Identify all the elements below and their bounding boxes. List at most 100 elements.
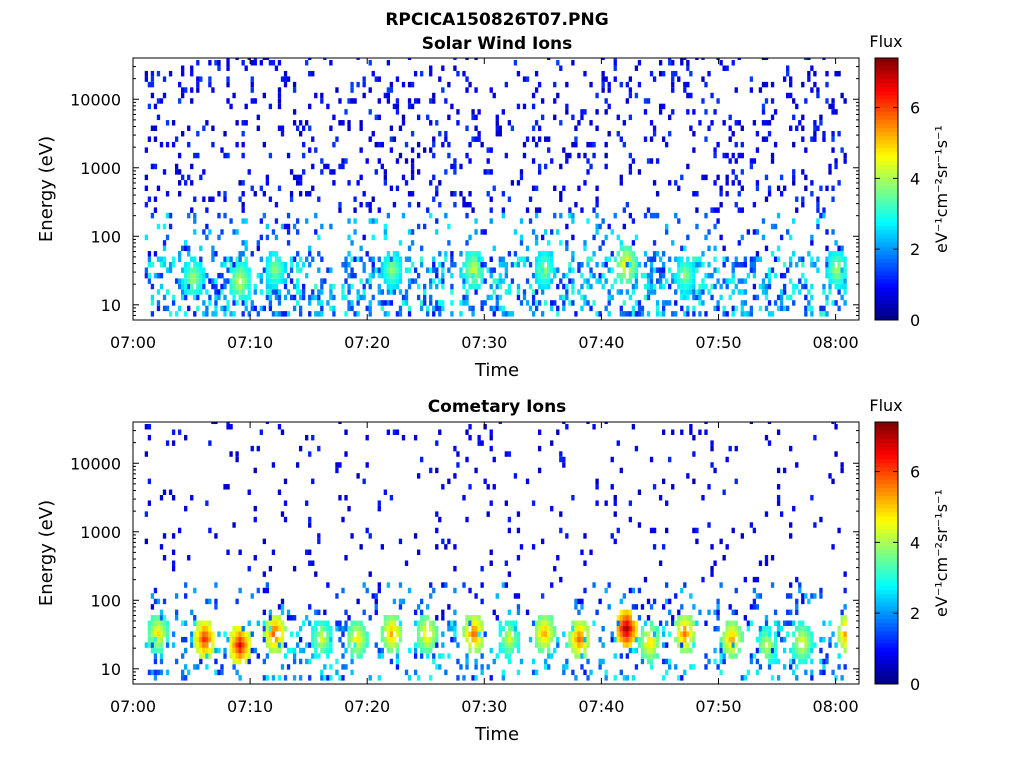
colorbar-swatch (875, 438, 898, 443)
heatmap-cell (716, 300, 720, 306)
heatmap-cell (640, 311, 645, 317)
heatmap-cell (229, 261, 233, 268)
heatmap-cell (737, 207, 741, 213)
heatmap-cell (247, 267, 251, 273)
heatmap-cell (389, 125, 394, 131)
heatmap-cell (398, 240, 403, 246)
heatmap-cell (716, 615, 720, 621)
heatmap-cell (792, 620, 796, 626)
heatmap-cell (782, 664, 787, 670)
colorbar-swatch (875, 557, 898, 562)
heatmap-cell (305, 549, 309, 556)
heatmap-cell (658, 283, 663, 290)
heatmap-cell (804, 311, 808, 317)
heatmap-cell (450, 636, 454, 643)
heatmap-cell (289, 294, 294, 301)
heatmap-cell (298, 289, 303, 295)
heatmap-cell (713, 245, 717, 252)
heatmap-cell (504, 267, 508, 273)
heatmap-cell (323, 625, 327, 632)
heatmap-cell (649, 636, 654, 643)
heatmap-cell (658, 256, 663, 262)
heatmap-cell (652, 76, 657, 82)
heatmap-cell (713, 305, 717, 312)
heatmap-cell (426, 647, 430, 654)
heatmap-cell (710, 294, 714, 301)
heatmap-cell (610, 294, 614, 301)
heatmap-cell (302, 294, 306, 301)
heatmap-cell (232, 278, 236, 284)
heatmap-cell (432, 587, 436, 594)
heatmap-cell (401, 174, 406, 181)
heatmap-cell (837, 283, 841, 290)
heatmap-cell (807, 58, 811, 61)
heatmap-cell (441, 305, 445, 312)
heatmap-cell (193, 664, 197, 670)
heatmap-cell (804, 593, 808, 599)
colorbar-tick-label: 0 (910, 311, 920, 330)
colorbar-title: Flux (869, 396, 902, 415)
heatmap-cell (537, 636, 542, 643)
heatmap-cell (831, 251, 835, 257)
heatmap-cell (347, 505, 351, 512)
heatmap-cell (350, 256, 354, 262)
heatmap-cell (801, 593, 805, 599)
heatmap-cell (652, 544, 657, 550)
heatmap-cell (734, 653, 738, 659)
heatmap-cell (804, 653, 808, 659)
heatmap-cell (828, 636, 832, 643)
heatmap-cell (184, 582, 188, 588)
heatmap-cell (168, 489, 173, 495)
heatmap-cell (241, 130, 245, 137)
heatmap-cell (147, 136, 152, 142)
heatmap-cell (761, 625, 766, 632)
heatmap-cell (150, 647, 155, 654)
heatmap-cell (586, 278, 590, 284)
heatmap-cell (238, 675, 242, 681)
heatmap-cell (435, 625, 439, 632)
heatmap-cell (550, 256, 554, 262)
heatmap-cell (305, 272, 309, 279)
heatmap-cell (389, 272, 394, 279)
heatmap-cell (344, 429, 348, 435)
heatmap-cell (416, 223, 421, 230)
heatmap-cell (782, 467, 787, 474)
heatmap-cell (828, 272, 832, 279)
heatmap-cell (314, 647, 318, 654)
colorbar-frame (874, 421, 899, 685)
heatmap-cell (471, 283, 475, 290)
heatmap-cell (341, 664, 345, 670)
heatmap-cell (516, 527, 521, 534)
heatmap-cell (556, 642, 560, 648)
heatmap-cell (631, 267, 636, 273)
heatmap-cell (162, 533, 167, 539)
heatmap-cell (731, 653, 735, 659)
heatmap-cell (716, 305, 720, 312)
heatmap-cell (386, 311, 391, 317)
heatmap-cell (580, 664, 584, 670)
heatmap-cell (277, 489, 282, 495)
heatmap-cell (795, 283, 799, 290)
heatmap-cell (810, 191, 814, 197)
heatmap-cell (544, 278, 548, 284)
heatmap-cell (513, 625, 518, 632)
heatmap-cell (314, 311, 318, 317)
heatmap-cell (767, 642, 772, 648)
heatmap-cell (501, 305, 505, 312)
heatmap-cell (211, 196, 215, 202)
heatmap-cell (734, 87, 738, 93)
heatmap-cell (544, 272, 548, 279)
heatmap-cell (147, 620, 152, 626)
heatmap-cell (749, 311, 754, 317)
heatmap-cell (268, 620, 273, 626)
heatmap-cell (250, 98, 254, 104)
heatmap-cell (776, 256, 781, 262)
heatmap-cell (347, 120, 351, 126)
heatmap-cell (619, 278, 623, 284)
heatmap-cell (649, 456, 654, 463)
heatmap-cell (665, 278, 669, 284)
heatmap-cell (725, 311, 729, 317)
heatmap-cell (277, 87, 282, 93)
heatmap-cell (665, 229, 669, 235)
heatmap-cell (571, 141, 575, 148)
